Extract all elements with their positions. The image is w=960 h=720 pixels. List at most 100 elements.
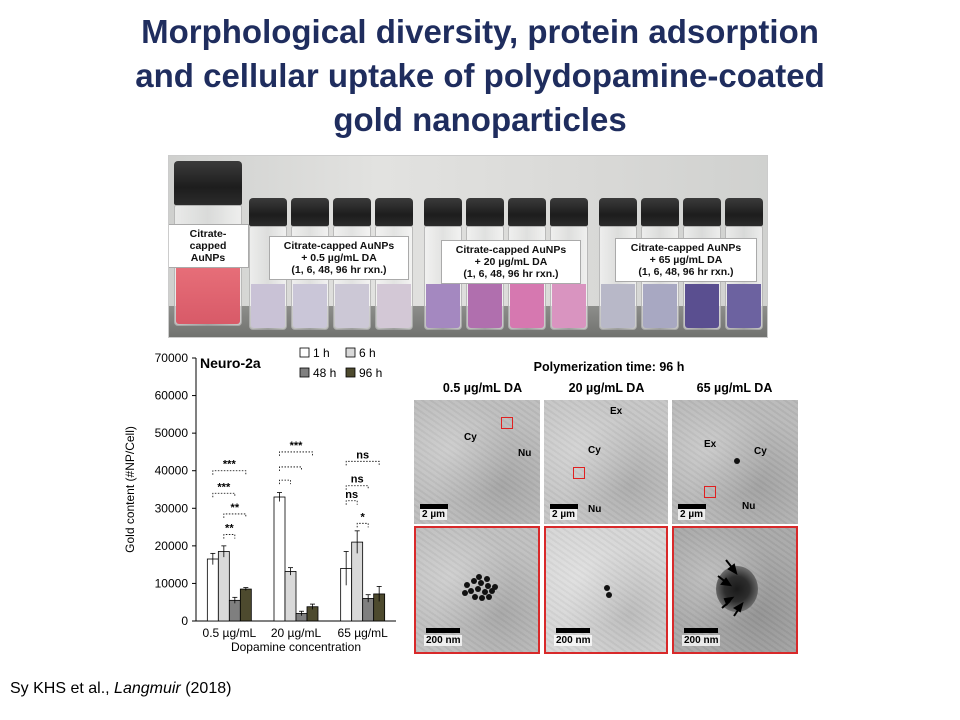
vial-cap	[291, 198, 329, 226]
category-label: 65 µg/mL	[338, 626, 389, 640]
scale-label: 2 µm	[550, 509, 577, 520]
significance-bracket	[223, 513, 247, 518]
significance-label: ns	[356, 449, 369, 461]
scale-bar	[420, 504, 448, 509]
significance-label: **	[225, 523, 234, 535]
y-tick-label: 60000	[155, 389, 189, 403]
tem-zoom-65da: 200 nm	[672, 526, 798, 654]
citation-authors: Sy KHS et al.,	[10, 680, 115, 697]
nanoparticle	[464, 582, 470, 588]
legend-swatch	[345, 347, 356, 358]
scale-bar	[550, 504, 578, 509]
significance-label: ***	[223, 459, 237, 471]
legend-label: 1 h	[313, 346, 330, 360]
vial-liquid	[335, 284, 369, 328]
tem-overview-20da: Ex Cy Nu 2 µm	[544, 400, 668, 524]
significance-bracket	[279, 479, 291, 485]
legend-label: 96 h	[359, 366, 382, 380]
citation: Sy KHS et al., Langmuir (2018)	[10, 680, 231, 698]
scale-label: 200 nm	[424, 635, 463, 646]
tem-zoom-20da: 200 nm	[544, 526, 668, 654]
vial-cap	[375, 198, 413, 226]
photo-label-20da: Citrate-capped AuNPs + 20 µg/mL DA (1, 6…	[441, 240, 581, 284]
bar	[239, 588, 252, 622]
significance-label: ***	[290, 440, 304, 452]
vial-liquid	[601, 284, 635, 328]
nanoparticle	[479, 595, 485, 601]
vial-cap	[683, 198, 721, 226]
tem-label-cy: Cy	[588, 445, 601, 456]
scale-label: 200 nm	[554, 635, 593, 646]
gold-content-chart: 0 10000 20000 30000 40000 50000 60000 70000 Gold…	[118, 345, 408, 665]
label-line: Citrate-capped AuNPs	[630, 242, 742, 254]
significance-bracket	[345, 460, 380, 466]
vial-liquid	[251, 284, 285, 328]
title-line-2: and cellular uptake of polydopamine-coat…	[135, 57, 825, 94]
chart-svg: 0 10000 20000 30000 40000 50000 60000 70000 Gold…	[123, 346, 396, 654]
nanoparticle	[471, 578, 477, 584]
nanoparticle	[484, 576, 490, 582]
chart-title: Neuro-2a	[200, 355, 261, 371]
legend-swatch	[299, 347, 310, 358]
label-line: (1, 6, 48, 96 hr rxn.)	[291, 264, 387, 276]
vial-cap	[424, 198, 462, 226]
label-line: AuNPs	[190, 252, 226, 264]
vial-liquid	[468, 284, 502, 328]
tem-header: Polymerization time: 96 h	[533, 360, 685, 374]
citation-journal: Langmuir	[114, 680, 181, 697]
tem-column-label: 65 µg/mL DA	[696, 381, 773, 395]
legend-label: 48 h	[313, 366, 336, 380]
bar	[284, 571, 297, 622]
tem-label-nu: Nu	[742, 501, 756, 512]
label-line: + 20 µg/mL DA	[474, 256, 548, 268]
vial-photograph: Citrate-capped AuNPs Citrate-capped AuNP…	[168, 155, 768, 338]
bar	[228, 599, 241, 622]
scale-bar	[556, 628, 590, 633]
label-line: Citrate-capped	[189, 228, 227, 252]
y-tick-label: 10000	[155, 576, 189, 590]
significance-label: ***	[217, 481, 231, 493]
nanoparticle	[468, 588, 474, 594]
y-tick-label: 70000	[155, 351, 189, 365]
tem-column-label: 20 µg/mL DA	[568, 381, 645, 395]
scale-bar	[426, 628, 460, 633]
tem-zoom-05da: 200 nm	[414, 526, 540, 654]
tem-label-nu: Nu	[518, 448, 532, 459]
scale-label: 2 µm	[678, 509, 705, 520]
label-line: (1, 6, 48, 96 hr rxn.)	[463, 268, 559, 280]
region-of-interest-box	[501, 417, 513, 429]
significance-bracket	[345, 485, 369, 490]
significance-bracket	[356, 522, 369, 528]
vial-cap	[333, 198, 371, 226]
y-tick-label: 20000	[155, 539, 189, 553]
significance-label: ns	[351, 474, 364, 486]
tem-label-nu: Nu	[588, 504, 602, 515]
scale-bar	[684, 628, 718, 633]
legend-swatch	[345, 367, 356, 378]
label-line: Citrate-capped AuNPs	[283, 240, 395, 252]
vial-liquid	[685, 284, 719, 328]
y-tick-label: 50000	[155, 426, 189, 440]
label-line: + 0.5 µg/mL DA	[301, 252, 377, 264]
citation-year: (2018)	[180, 680, 232, 697]
vial-cap	[466, 198, 504, 226]
scale-label: 200 nm	[682, 635, 721, 646]
y-tick-label: 40000	[155, 464, 189, 478]
nanoparticle	[604, 585, 610, 591]
vial-cap	[174, 161, 242, 205]
scale-label: 2 µm	[420, 509, 447, 520]
photo-label-citrate: Citrate-capped AuNPs	[169, 224, 249, 268]
significance-bracket	[212, 470, 247, 475]
vial-liquid	[377, 284, 411, 328]
vial-liquid	[552, 284, 586, 328]
nanoparticle	[492, 584, 498, 590]
bar	[217, 551, 230, 622]
tem-label-ex: Ex	[704, 439, 717, 450]
scale-bar	[678, 504, 706, 509]
vial-liquid	[643, 284, 677, 328]
vial-cap	[599, 198, 637, 226]
x-axis-label: Dopamine concentration	[231, 640, 361, 654]
category-label: 0.5 µg/mL	[203, 626, 257, 640]
legend-swatch	[299, 367, 310, 378]
tem-label-cy: Cy	[464, 432, 477, 443]
